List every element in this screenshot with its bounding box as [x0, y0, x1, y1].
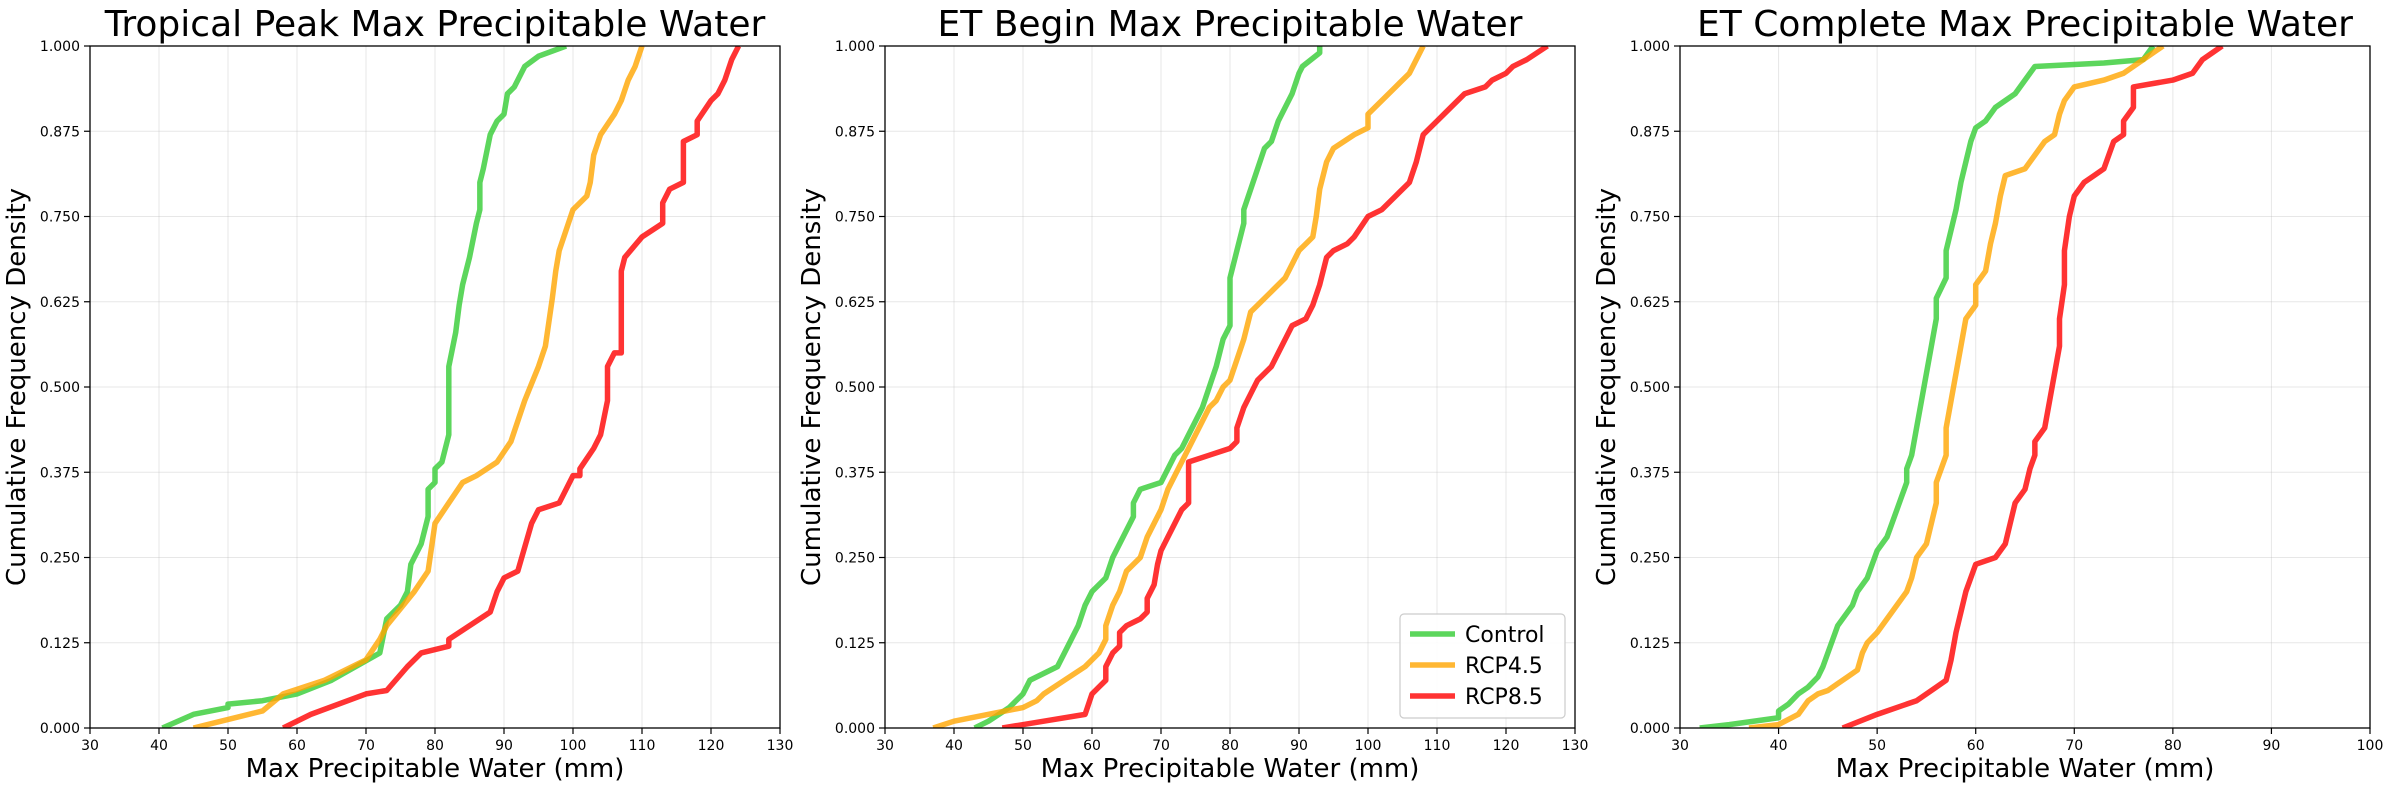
y-tick-label: 0.875 — [40, 124, 80, 140]
x-tick-label: 40 — [945, 738, 963, 754]
x-tick-label: 100 — [560, 738, 587, 754]
chart-panel-et-begin: 30 40 50 60 70 80 90 100 110 120 130 0.000 0.125 0.25… — [797, 4, 1588, 784]
series-line-rcp8-5 — [1841, 46, 2224, 728]
series-line-rcp4-5 — [1748, 46, 2165, 728]
plot-frame — [89, 45, 781, 729]
y-tick-label: 0.000 — [40, 721, 80, 737]
x-tick-label: 80 — [426, 738, 444, 754]
x-tick-label: 70 — [357, 738, 375, 754]
legend: Control RCP4.5 RCP8.5 — [1399, 613, 1566, 719]
x-tick-label: 30 — [1671, 738, 1689, 754]
y-tick-label: 0.750 — [1630, 210, 1670, 226]
x-tick-label: 80 — [2164, 738, 2182, 754]
series-line-control — [1699, 46, 2156, 728]
x-tick-label: 120 — [698, 738, 725, 754]
x-axis-label: Max Precipitable Water (mm) — [1041, 754, 1420, 784]
y-tick-label: 0.500 — [40, 380, 80, 396]
y-tick-label: 0.875 — [1630, 124, 1670, 140]
y-tick-label: 0.875 — [835, 124, 875, 140]
legend-label-rcp4-5: RCP4.5 — [1465, 654, 1543, 679]
y-tick-label: 1.000 — [835, 39, 875, 55]
x-tick-label: 50 — [1868, 738, 1886, 754]
x-tick-label: 70 — [1152, 738, 1170, 754]
y-axis-label: Cumulative Frequency Density — [2, 188, 32, 586]
series-line-rcp8-5 — [281, 46, 742, 728]
y-tick-label: 0.375 — [1630, 465, 1670, 481]
x-tick-label: 80 — [1221, 738, 1239, 754]
x-tick-label: 50 — [219, 738, 237, 754]
x-tick-label: 90 — [495, 738, 513, 754]
y-tick-label: 0.250 — [1630, 551, 1670, 567]
y-tick-label: 0.375 — [40, 465, 80, 481]
y-axis-label: Cumulative Frequency Density — [1592, 188, 1622, 586]
x-tick-label: 70 — [2065, 738, 2083, 754]
series-line-rcp8-5 — [1001, 46, 1549, 728]
y-tick-label: 0.125 — [835, 636, 875, 652]
plot-frame — [884, 45, 1576, 729]
y-tick-label: 0.625 — [835, 295, 875, 311]
y-tick-label: 0.250 — [40, 551, 80, 567]
x-tick-label: 30 — [81, 738, 99, 754]
x-tick-label: 60 — [288, 738, 306, 754]
y-tick-label: 0.750 — [40, 210, 80, 226]
legend-label-control: Control — [1465, 623, 1545, 648]
y-tick-label: 0.000 — [835, 721, 875, 737]
chart-panel-tropical-peak: 30 40 50 60 70 80 90 100 110 120 130 0.000 0.125 0.25… — [2, 4, 793, 784]
x-tick-label: 40 — [150, 738, 168, 754]
x-tick-label: 110 — [629, 738, 656, 754]
chart-title: ET Complete Max Precipitable Water — [1697, 4, 2353, 45]
series-line-rcp4-5 — [932, 46, 1426, 728]
x-tick-label: 40 — [1770, 738, 1788, 754]
x-tick-label: 30 — [876, 738, 894, 754]
x-tick-label: 60 — [1967, 738, 1985, 754]
x-tick-label: 100 — [2357, 738, 2384, 754]
x-tick-label: 130 — [767, 738, 794, 754]
plot-frame — [1679, 45, 2371, 729]
y-tick-label: 0.125 — [1630, 636, 1670, 652]
y-tick-label: 0.250 — [835, 551, 875, 567]
y-tick-label: 1.000 — [1630, 39, 1670, 55]
chart-title: ET Begin Max Precipitable Water — [938, 4, 1523, 45]
y-tick-label: 1.000 — [40, 39, 80, 55]
y-tick-label: 0.625 — [40, 295, 80, 311]
y-tick-label: 0.375 — [835, 465, 875, 481]
y-tick-label: 0.750 — [835, 210, 875, 226]
y-tick-label: 0.500 — [835, 380, 875, 396]
y-tick-label: 0.125 — [40, 636, 80, 652]
x-axis-label: Max Precipitable Water (mm) — [246, 754, 625, 784]
x-tick-label: 120 — [1493, 738, 1520, 754]
x-tick-label: 90 — [1290, 738, 1308, 754]
y-tick-label: 0.000 — [1630, 721, 1670, 737]
series-line-control — [973, 46, 1323, 728]
chart-panel-et-complete: 30 40 50 60 70 80 90 100 0.000 0.125 0.250 0.375 0.5… — [1592, 4, 2383, 784]
x-tick-label: 110 — [1424, 738, 1451, 754]
y-tick-label: 0.500 — [1630, 380, 1670, 396]
chart-title: Tropical Peak Max Precipitable Water — [104, 4, 766, 45]
y-axis-label: Cumulative Frequency Density — [797, 188, 827, 586]
x-tick-label: 130 — [1562, 738, 1589, 754]
series-line-rcp4-5 — [192, 46, 645, 728]
x-tick-label: 90 — [2263, 738, 2281, 754]
legend-box — [1399, 613, 1566, 719]
x-tick-label: 100 — [1355, 738, 1382, 754]
x-axis-label: Max Precipitable Water (mm) — [1836, 754, 2215, 784]
x-tick-label: 50 — [1014, 738, 1032, 754]
legend-label-rcp8-5: RCP8.5 — [1465, 685, 1543, 710]
y-tick-label: 0.625 — [1630, 295, 1670, 311]
x-tick-label: 60 — [1083, 738, 1101, 754]
